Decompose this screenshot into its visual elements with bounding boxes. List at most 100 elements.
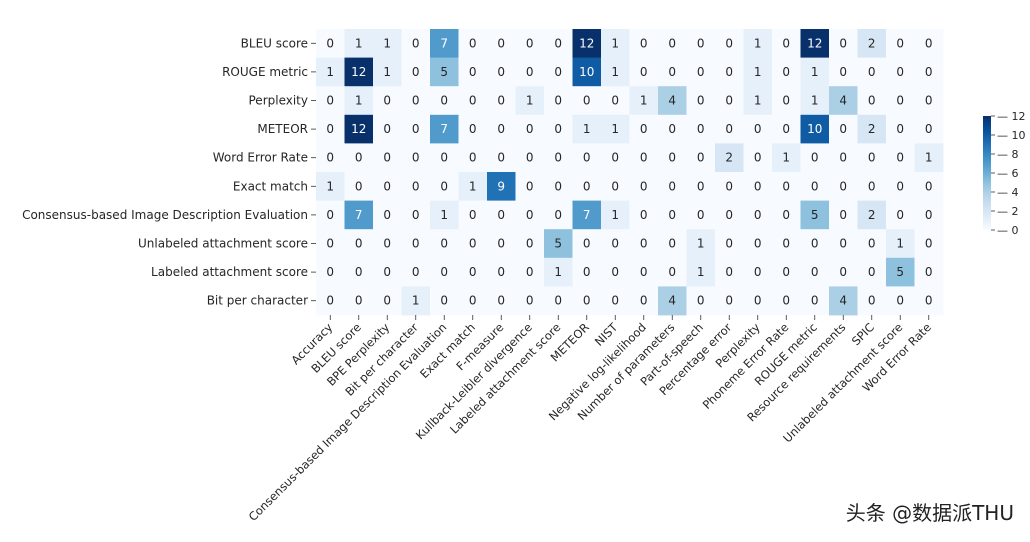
heatmap-cell (515, 86, 545, 116)
heatmap-cell (743, 114, 773, 144)
heatmap-cell (373, 57, 402, 87)
cell-value-label: 0 (896, 151, 904, 165)
heatmap-cell (857, 114, 887, 144)
colorbar-gradient (983, 116, 991, 230)
heatmap-cell (772, 143, 801, 173)
cell-value-label: 0 (326, 94, 334, 108)
cell-value-label: 0 (469, 36, 477, 50)
heatmap-cell (857, 257, 887, 287)
heatmap-cell (772, 257, 801, 287)
cell-value-label: 0 (554, 36, 562, 50)
cell-value-label: 1 (583, 122, 591, 136)
heatmap-cell (601, 200, 630, 230)
heatmap-cell (658, 257, 687, 287)
cell-value-label: 0 (811, 265, 819, 279)
cell-value-label: 1 (355, 94, 363, 108)
heatmap-cell (458, 172, 488, 201)
cell-value-label: 0 (611, 179, 619, 193)
cell-value-label: 0 (896, 65, 904, 79)
heatmap-cell (686, 143, 716, 173)
heatmap-cell (515, 229, 545, 259)
cell-value-label: 0 (868, 94, 876, 108)
heatmap-cell (658, 143, 687, 173)
cell-value-label: 0 (725, 294, 733, 308)
heatmap-cell (316, 143, 345, 173)
cell-value-label: 0 (782, 294, 790, 308)
heatmap-cell (686, 229, 716, 259)
heatmap-cell (515, 172, 545, 201)
cell-value-label: 0 (725, 237, 733, 251)
cell-value-label: 0 (412, 237, 420, 251)
cell-value-label: 10 (579, 65, 594, 79)
cell-value-label: 0 (668, 179, 676, 193)
heatmap-cell (487, 143, 516, 173)
cell-value-label: 0 (839, 208, 847, 222)
cell-value-label: 0 (697, 65, 705, 79)
heatmap-cell (487, 29, 516, 58)
heatmap-cell (772, 29, 801, 58)
cell-value-label: 0 (440, 179, 448, 193)
heatmap-cell (344, 257, 374, 287)
heatmap-cell (658, 114, 687, 144)
heatmap-cell (601, 86, 630, 116)
cell-value-label: 0 (868, 265, 876, 279)
heatmap-cell (800, 143, 830, 173)
cell-value-label: 0 (754, 208, 762, 222)
colorbar: — 0 — 2 — 4 — 6 — 8 — 10 — 12 (983, 110, 1026, 237)
cell-value-label: 0 (668, 208, 676, 222)
heatmap-cell (914, 257, 944, 287)
heatmap-cell (772, 114, 801, 144)
heatmap-cell (344, 57, 374, 87)
cell-value-label: 0 (611, 94, 619, 108)
heatmap-cell (430, 229, 459, 259)
cell-value-label: 0 (611, 237, 619, 251)
heatmap-cell (686, 57, 716, 87)
cell-value-label: 0 (497, 265, 505, 279)
heatmap-cell (658, 29, 687, 58)
heatmap-cell (629, 200, 659, 230)
cell-value-label: 0 (383, 208, 391, 222)
heatmap-cell (487, 114, 516, 144)
cell-value-label: 1 (782, 151, 790, 165)
cell-value-label: 0 (611, 294, 619, 308)
cell-value-label: 0 (668, 237, 676, 251)
cell-value-label: 0 (355, 237, 363, 251)
heatmap-cell (316, 86, 345, 116)
row-labels: BLEU score ROUGE metric Perplexity METEOR Wo… (22, 36, 316, 308)
cell-value-label: 1 (754, 65, 762, 79)
cell-value-label: 0 (469, 122, 477, 136)
heatmap-cell (800, 229, 830, 259)
cell-value-label: 5 (896, 265, 904, 279)
cell-value-label: 0 (497, 65, 505, 79)
cell-value-label: 0 (868, 179, 876, 193)
heatmap-cell (401, 257, 431, 287)
heatmap-cell (886, 114, 915, 144)
heatmap-cell (487, 172, 516, 201)
heatmap-cell (572, 286, 602, 316)
heatmap-cell (686, 172, 716, 201)
cell-value-label: 0 (640, 179, 648, 193)
cell-value-label: 0 (697, 294, 705, 308)
heatmap-cell (829, 57, 858, 87)
cell-value-label: 0 (697, 122, 705, 136)
cell-value-label: 0 (526, 65, 534, 79)
cell-value-label: 1 (383, 65, 391, 79)
heatmap-cell (829, 229, 858, 259)
heatmap-cell (487, 86, 516, 116)
heatmap-cell (401, 57, 431, 87)
heatmap-cell (515, 200, 545, 230)
heatmap-cell (829, 257, 858, 287)
cell-value-label: 0 (583, 94, 591, 108)
cell-value-label: 4 (839, 94, 847, 108)
cell-value-label: 0 (640, 265, 648, 279)
cell-value-label: 0 (497, 151, 505, 165)
cell-value-label: 7 (440, 122, 448, 136)
cell-value-label: 0 (412, 94, 420, 108)
heatmap-cell (715, 172, 744, 201)
heatmap-cell (601, 172, 630, 201)
heatmap-cell (629, 114, 659, 144)
heatmap-cell (572, 229, 602, 259)
cell-value-label: 0 (383, 294, 391, 308)
cell-value-label: 0 (469, 294, 477, 308)
cell-value-label: 0 (355, 151, 363, 165)
